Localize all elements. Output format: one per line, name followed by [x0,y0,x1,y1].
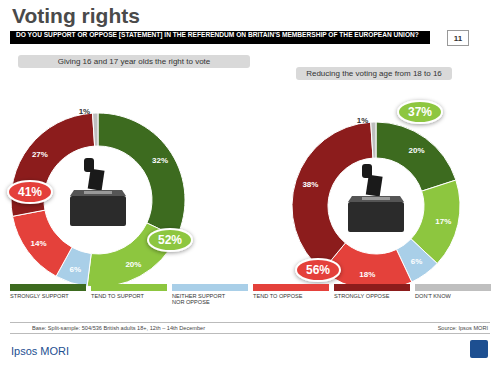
svg-text:1%: 1% [357,116,369,125]
html-text:Reducing the voting age from 1: Reducing the voting age from 18 to 16 [306,69,442,78]
svg-text:38%: 38% [302,180,318,189]
svg-text:20%: 20% [409,146,425,155]
html-text:STRONGLY OPPOSE: STRONGLY OPPOSE [334,293,390,299]
html-text:TEND TO OPPOSE: TEND TO OPPOSE [253,293,303,299]
svg-text:52%: 52% [158,233,182,247]
svg-text:14%: 14% [31,239,47,248]
svg-text:37%: 37% [408,105,432,119]
svg-text:20%: 20% [125,260,141,269]
svg-text:32%: 32% [152,156,168,165]
html-text:DO YOU SUPPORT OR OPPOSE [STAT: DO YOU SUPPORT OR OPPOSE [STATEMENT] IN … [16,31,419,38]
html-text:Giving 16 and 17 year olds the: Giving 16 and 17 year olds the right to … [57,57,211,66]
svg-text:1%: 1% [79,107,91,116]
html-text:Source: Ipsos MORI: Source: Ipsos MORI [437,325,488,331]
html-text:Voting rights: Voting rights [12,4,140,27]
html-text:Base: Split-sample: 504/536 Br: Base: Split-sample: 504/536 British adul… [32,325,205,331]
svg-text:27%: 27% [32,150,48,159]
svg-text:41%: 41% [18,185,42,199]
html-text:DON'T KNOW: DON'T KNOW [415,293,451,299]
html-text:STRONGLY SUPPORT: STRONGLY SUPPORT [10,293,69,299]
svg-text:6%: 6% [411,257,423,266]
svg-text:17%: 17% [435,217,451,226]
html-text:TEND TO SUPPORT: TEND TO SUPPORT [91,293,144,299]
html-text:11: 11 [453,34,463,43]
svg-text:56%: 56% [306,263,330,277]
svg-text:18%: 18% [359,270,375,279]
html-text:NEITHER SUPPORT NOR OPPOSE: NEITHER SUPPORT NOR OPPOSE [172,293,225,306]
svg-text:6%: 6% [70,265,82,274]
html-text:Ipsos MORI: Ipsos MORI [11,345,70,357]
